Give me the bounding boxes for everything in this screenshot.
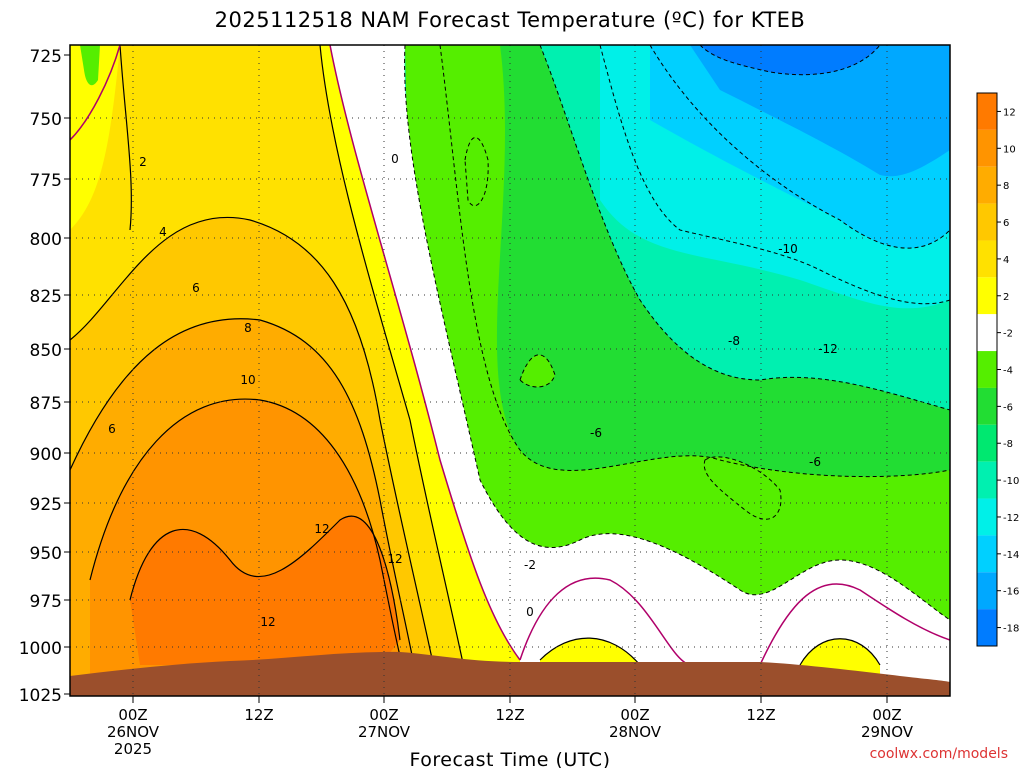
contour-label: 0 [391, 152, 399, 166]
colorbar-label: 12 [1003, 107, 1016, 118]
y-tick-label: 975 [30, 592, 62, 612]
colorbar-label: 8 [1003, 181, 1009, 192]
x-tick-label: 12Z [746, 706, 775, 724]
contour-label: -10 [778, 242, 798, 256]
colorbar-label: -2 [1003, 329, 1013, 340]
contour-label: -8 [728, 334, 740, 348]
x-tick-label: 2025 [114, 740, 152, 758]
colorbar-swatch [977, 535, 997, 573]
colorbar-label: 10 [1003, 144, 1016, 155]
y-tick-label: 800 [30, 230, 62, 250]
colorbar-swatch [977, 277, 997, 315]
cold-contours [404, 45, 950, 621]
colorbar-swatch [977, 461, 997, 499]
colorbar-label: -14 [1003, 550, 1019, 561]
colorbar-swatch [977, 498, 997, 536]
y-tick-label: 750 [30, 110, 62, 130]
x-axis-label: Forecast Time (UTC) [410, 749, 611, 768]
y-tick-label: 900 [30, 445, 62, 465]
colorbar-label: 4 [1003, 255, 1009, 266]
contour-label: 0 [526, 605, 534, 619]
x-tick-label: 28NOV [609, 723, 662, 741]
colorbar-label: -8 [1003, 439, 1013, 450]
x-tick-label: 00Z [872, 706, 901, 724]
x-tick-label: 00Z [369, 706, 398, 724]
colorbar-label: -16 [1003, 587, 1019, 598]
chart-title: 2025112518 NAM Forecast Temperature (ºC)… [215, 8, 806, 32]
colorbar-swatch [977, 166, 997, 204]
contour-label: -6 [590, 426, 602, 440]
x-tick-label: 00Z [620, 706, 649, 724]
colorbar-swatch [977, 572, 997, 610]
x-tick-label: 26NOV [107, 723, 160, 741]
contour-label: 12 [260, 615, 275, 629]
grid [70, 45, 950, 696]
colorbar-swatch [977, 424, 997, 462]
contour-label: 12 [314, 522, 329, 536]
colorbar-label: -6 [1003, 402, 1013, 413]
contour-label: 6 [108, 422, 116, 436]
y-tick-label: 850 [30, 341, 62, 361]
x-tick-label: 29NOV [861, 723, 914, 741]
contour-label: -12 [818, 342, 838, 356]
warm-contours [70, 45, 881, 696]
freezing-contour [70, 45, 950, 666]
contour-label: -2 [524, 558, 536, 572]
colorbar-swatch [977, 93, 997, 130]
temperature-field [70, 45, 950, 696]
colorbar-label: -10 [1003, 476, 1019, 487]
colorbar-swatch [977, 203, 997, 241]
colorbar-label: 2 [1003, 292, 1009, 303]
contour-label: 10 [240, 373, 255, 387]
colorbar-swatch [977, 129, 997, 167]
colorbar-label: -4 [1003, 366, 1013, 377]
contour-label: 2 [139, 155, 147, 169]
y-tick-label: 1025 [19, 686, 62, 706]
contour-label: -6 [809, 455, 821, 469]
colorbar-swatch [977, 609, 997, 646]
y-tick-label: 775 [30, 171, 62, 191]
credit-text: coolwx.com/models [870, 746, 1008, 762]
contour-label: 8 [244, 321, 252, 335]
colorbar-label: -12 [1003, 513, 1019, 524]
x-tick-label: 27NOV [358, 723, 411, 741]
colorbar-label: -18 [1003, 624, 1019, 635]
y-tick-label: 950 [30, 544, 62, 564]
y-tick-label: 875 [30, 394, 62, 414]
contour-label: 6 [192, 281, 200, 295]
y-tick-label: 1000 [19, 639, 62, 659]
colorbar-label: 6 [1003, 218, 1009, 229]
x-tick-label: 12Z [244, 706, 273, 724]
colorbar-swatch [977, 351, 997, 388]
y-tick-label: 925 [30, 495, 62, 515]
colorbar-swatch [977, 314, 997, 352]
y-tick-label: 825 [30, 287, 62, 307]
contour-label: 12 [387, 552, 402, 566]
colorbar-swatch [977, 240, 997, 278]
contour-label: 4 [159, 225, 167, 239]
x-tick-label: 00Z [118, 706, 147, 724]
colorbar-swatch [977, 387, 997, 425]
x-tick-label: 12Z [495, 706, 524, 724]
y-tick-label: 725 [30, 47, 62, 67]
terrain [70, 651, 950, 696]
colorbar: 12 10 8 6 4 2 -2 -4 -6 -8 -10 -12 -14 -16 -18 [976, 92, 1019, 647]
